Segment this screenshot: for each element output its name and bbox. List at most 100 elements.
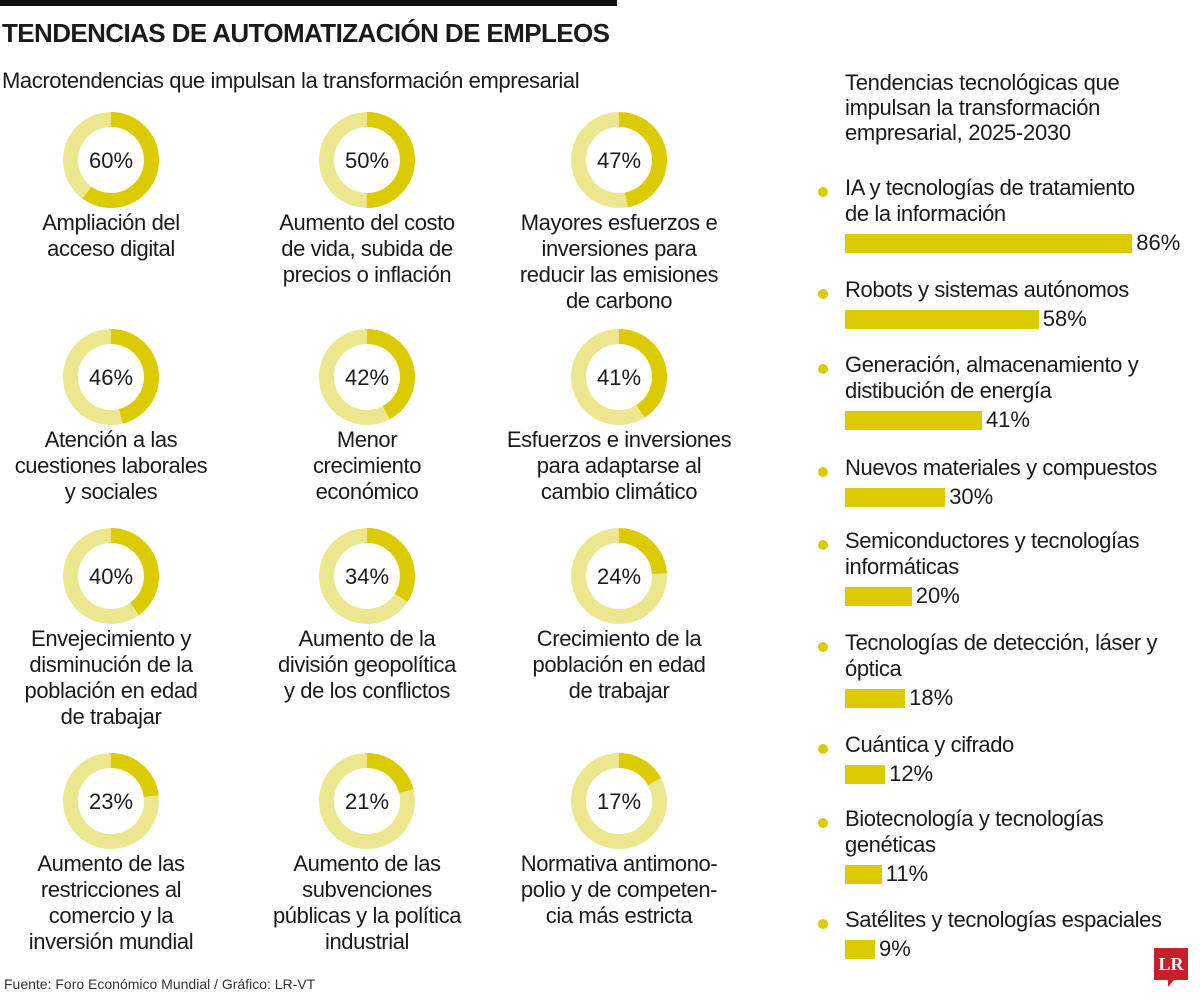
donut-item: 40% Envejecimiento y disminución de la p… xyxy=(0,528,231,730)
donut-chart: 21% xyxy=(319,753,415,849)
bar-value-label: 18% xyxy=(909,685,954,710)
donut-value-arc xyxy=(319,753,415,849)
donut-item: 47% Mayores esfuerzos e inversiones para… xyxy=(499,112,739,314)
bullet-icon xyxy=(818,540,828,550)
donut-value-label: 46% xyxy=(89,365,133,390)
donut-value-label: 21% xyxy=(345,789,389,814)
donut-value-arc xyxy=(319,112,415,208)
bar-item: Tecnologías de detección, láser y óptica… xyxy=(818,630,1198,710)
donut-value-label: 17% xyxy=(597,789,641,814)
donut-label: Aumento del costo de vida, subida de pre… xyxy=(279,210,455,287)
donut-chart: 60% xyxy=(63,112,159,208)
donut-chart: 42% xyxy=(319,329,415,425)
bar xyxy=(845,410,982,430)
donut-label: Ampliación del acceso digital xyxy=(42,210,180,261)
bar xyxy=(845,586,912,606)
donut-item: 34% Aumento de la división geopolítica y… xyxy=(247,528,487,704)
bar-label: Generación, almacenamiento y distibución… xyxy=(845,352,1139,403)
donut-label: Crecimiento de la población en edad de t… xyxy=(532,626,706,703)
donut-item: 60% Ampliación del acceso digital xyxy=(0,112,231,262)
bar xyxy=(845,233,1133,253)
bar-item: Generación, almacenamiento y distibución… xyxy=(818,352,1198,432)
donut-label: Mayores esfuerzos e inversiones para red… xyxy=(519,210,719,313)
donut-value-label: 24% xyxy=(597,564,641,589)
bar-label: IA y tecnologías de tratamiento de la in… xyxy=(845,175,1135,226)
bar-item: Nuevos materiales y compuestos 30% xyxy=(818,455,1198,509)
bullet-icon xyxy=(818,642,828,652)
bar-value-label: 30% xyxy=(949,484,994,509)
donut-chart: 47% xyxy=(571,112,667,208)
bar-value-label: 9% xyxy=(879,936,911,961)
bar-item: Biotecnología y tecnologías genéticas 11… xyxy=(818,806,1198,886)
donut-chart: 24% xyxy=(571,528,667,624)
donut-value-arc xyxy=(571,528,667,624)
bullet-icon xyxy=(818,744,828,754)
bar-value-label: 58% xyxy=(1042,306,1087,331)
bar-label: Semiconductores y tecnologías informátic… xyxy=(845,528,1140,579)
bar-item: Semiconductores y tecnologías informátic… xyxy=(818,528,1198,608)
bar-label: Cuántica y cifrado xyxy=(845,732,1014,757)
donut-chart: 34% xyxy=(319,528,415,624)
donut-label: Esfuerzos e inversiones para adaptarse a… xyxy=(506,427,732,504)
bar xyxy=(845,939,876,959)
bar-value-label: 11% xyxy=(885,861,929,886)
bar-value-label: 41% xyxy=(985,407,1030,432)
bullet-icon xyxy=(818,467,828,477)
bar xyxy=(845,864,882,884)
donut-item: 41% Esfuerzos e inversiones para adaptar… xyxy=(499,329,739,505)
donut-value-label: 40% xyxy=(89,564,133,589)
donut-label: Menor crecimiento económico xyxy=(312,427,422,504)
bullet-icon xyxy=(818,919,828,929)
donut-value-arc xyxy=(63,528,159,624)
donut-chart: 41% xyxy=(571,329,667,425)
donut-value-label: 41% xyxy=(597,365,641,390)
bullet-icon xyxy=(818,187,828,197)
donut-label: Aumento de las restricciones al comercio… xyxy=(28,851,194,954)
donut-value-arc xyxy=(319,528,415,624)
donut-label: Atención a las cuestiones laborales y so… xyxy=(14,427,208,504)
donut-value-arc xyxy=(571,753,667,849)
top-rule xyxy=(0,0,617,6)
donut-value-arc xyxy=(571,112,667,208)
donut-value-label: 47% xyxy=(597,148,641,173)
donut-chart: 23% xyxy=(63,753,159,849)
donut-item: 50% Aumento del costo de vida, subida de… xyxy=(247,112,487,288)
donut-chart: 40% xyxy=(63,528,159,624)
donut-item: 23% Aumento de las restricciones al come… xyxy=(0,753,231,955)
bar xyxy=(845,309,1039,329)
donut-item: 17% Normativa antimono- polio y de compe… xyxy=(499,753,739,929)
donut-value-arc xyxy=(63,753,159,849)
donut-item: 21% Aumento de las subvenciones públicas… xyxy=(247,753,487,955)
donut-value-arc xyxy=(571,329,667,425)
bar-item: Cuántica y cifrado 12% xyxy=(818,732,1198,786)
donut-item: 46% Atención a las cuestiones laborales … xyxy=(0,329,231,505)
donut-value-arc xyxy=(63,112,159,208)
donut-label: Aumento de las subvenciones públicas y l… xyxy=(272,851,462,954)
bullet-icon xyxy=(818,364,828,374)
donut-label: Aumento de la división geopolítica y de … xyxy=(278,626,456,703)
donut-value-arc xyxy=(319,329,415,425)
bar-section-title: Tendencias tecnológicas que impulsan la … xyxy=(845,70,1120,145)
bar-value-label: 86% xyxy=(1136,230,1181,255)
donut-value-label: 34% xyxy=(345,564,389,589)
donut-chart: 50% xyxy=(319,112,415,208)
donut-section-title: Macrotendencias que impulsan la transfor… xyxy=(2,68,580,93)
bar-value-label: 20% xyxy=(915,583,960,608)
donut-label: Normativa antimono- polio y de competen-… xyxy=(520,851,718,928)
donut-value-label: 42% xyxy=(345,365,389,390)
bullet-icon xyxy=(818,289,828,299)
donut-item: 42% Menor crecimiento económico xyxy=(247,329,487,505)
donut-chart: 46% xyxy=(63,329,159,425)
bar-label: Satélites y tecnologías espaciales xyxy=(845,907,1162,932)
bar-label: Tecnologías de detección, láser y óptica xyxy=(845,630,1158,681)
bar-value-label: 12% xyxy=(889,761,934,786)
bar-label: Nuevos materiales y compuestos xyxy=(845,455,1158,480)
bar xyxy=(845,487,946,507)
donut-item: 24% Crecimiento de la población en edad … xyxy=(499,528,739,704)
lr-logo: LR xyxy=(1154,948,1188,987)
donut-value-label: 23% xyxy=(89,789,133,814)
source-note: Fuente: Foro Económico Mundial / Gráfico… xyxy=(4,976,316,992)
donut-value-arc xyxy=(63,329,159,425)
donut-chart: 17% xyxy=(571,753,667,849)
